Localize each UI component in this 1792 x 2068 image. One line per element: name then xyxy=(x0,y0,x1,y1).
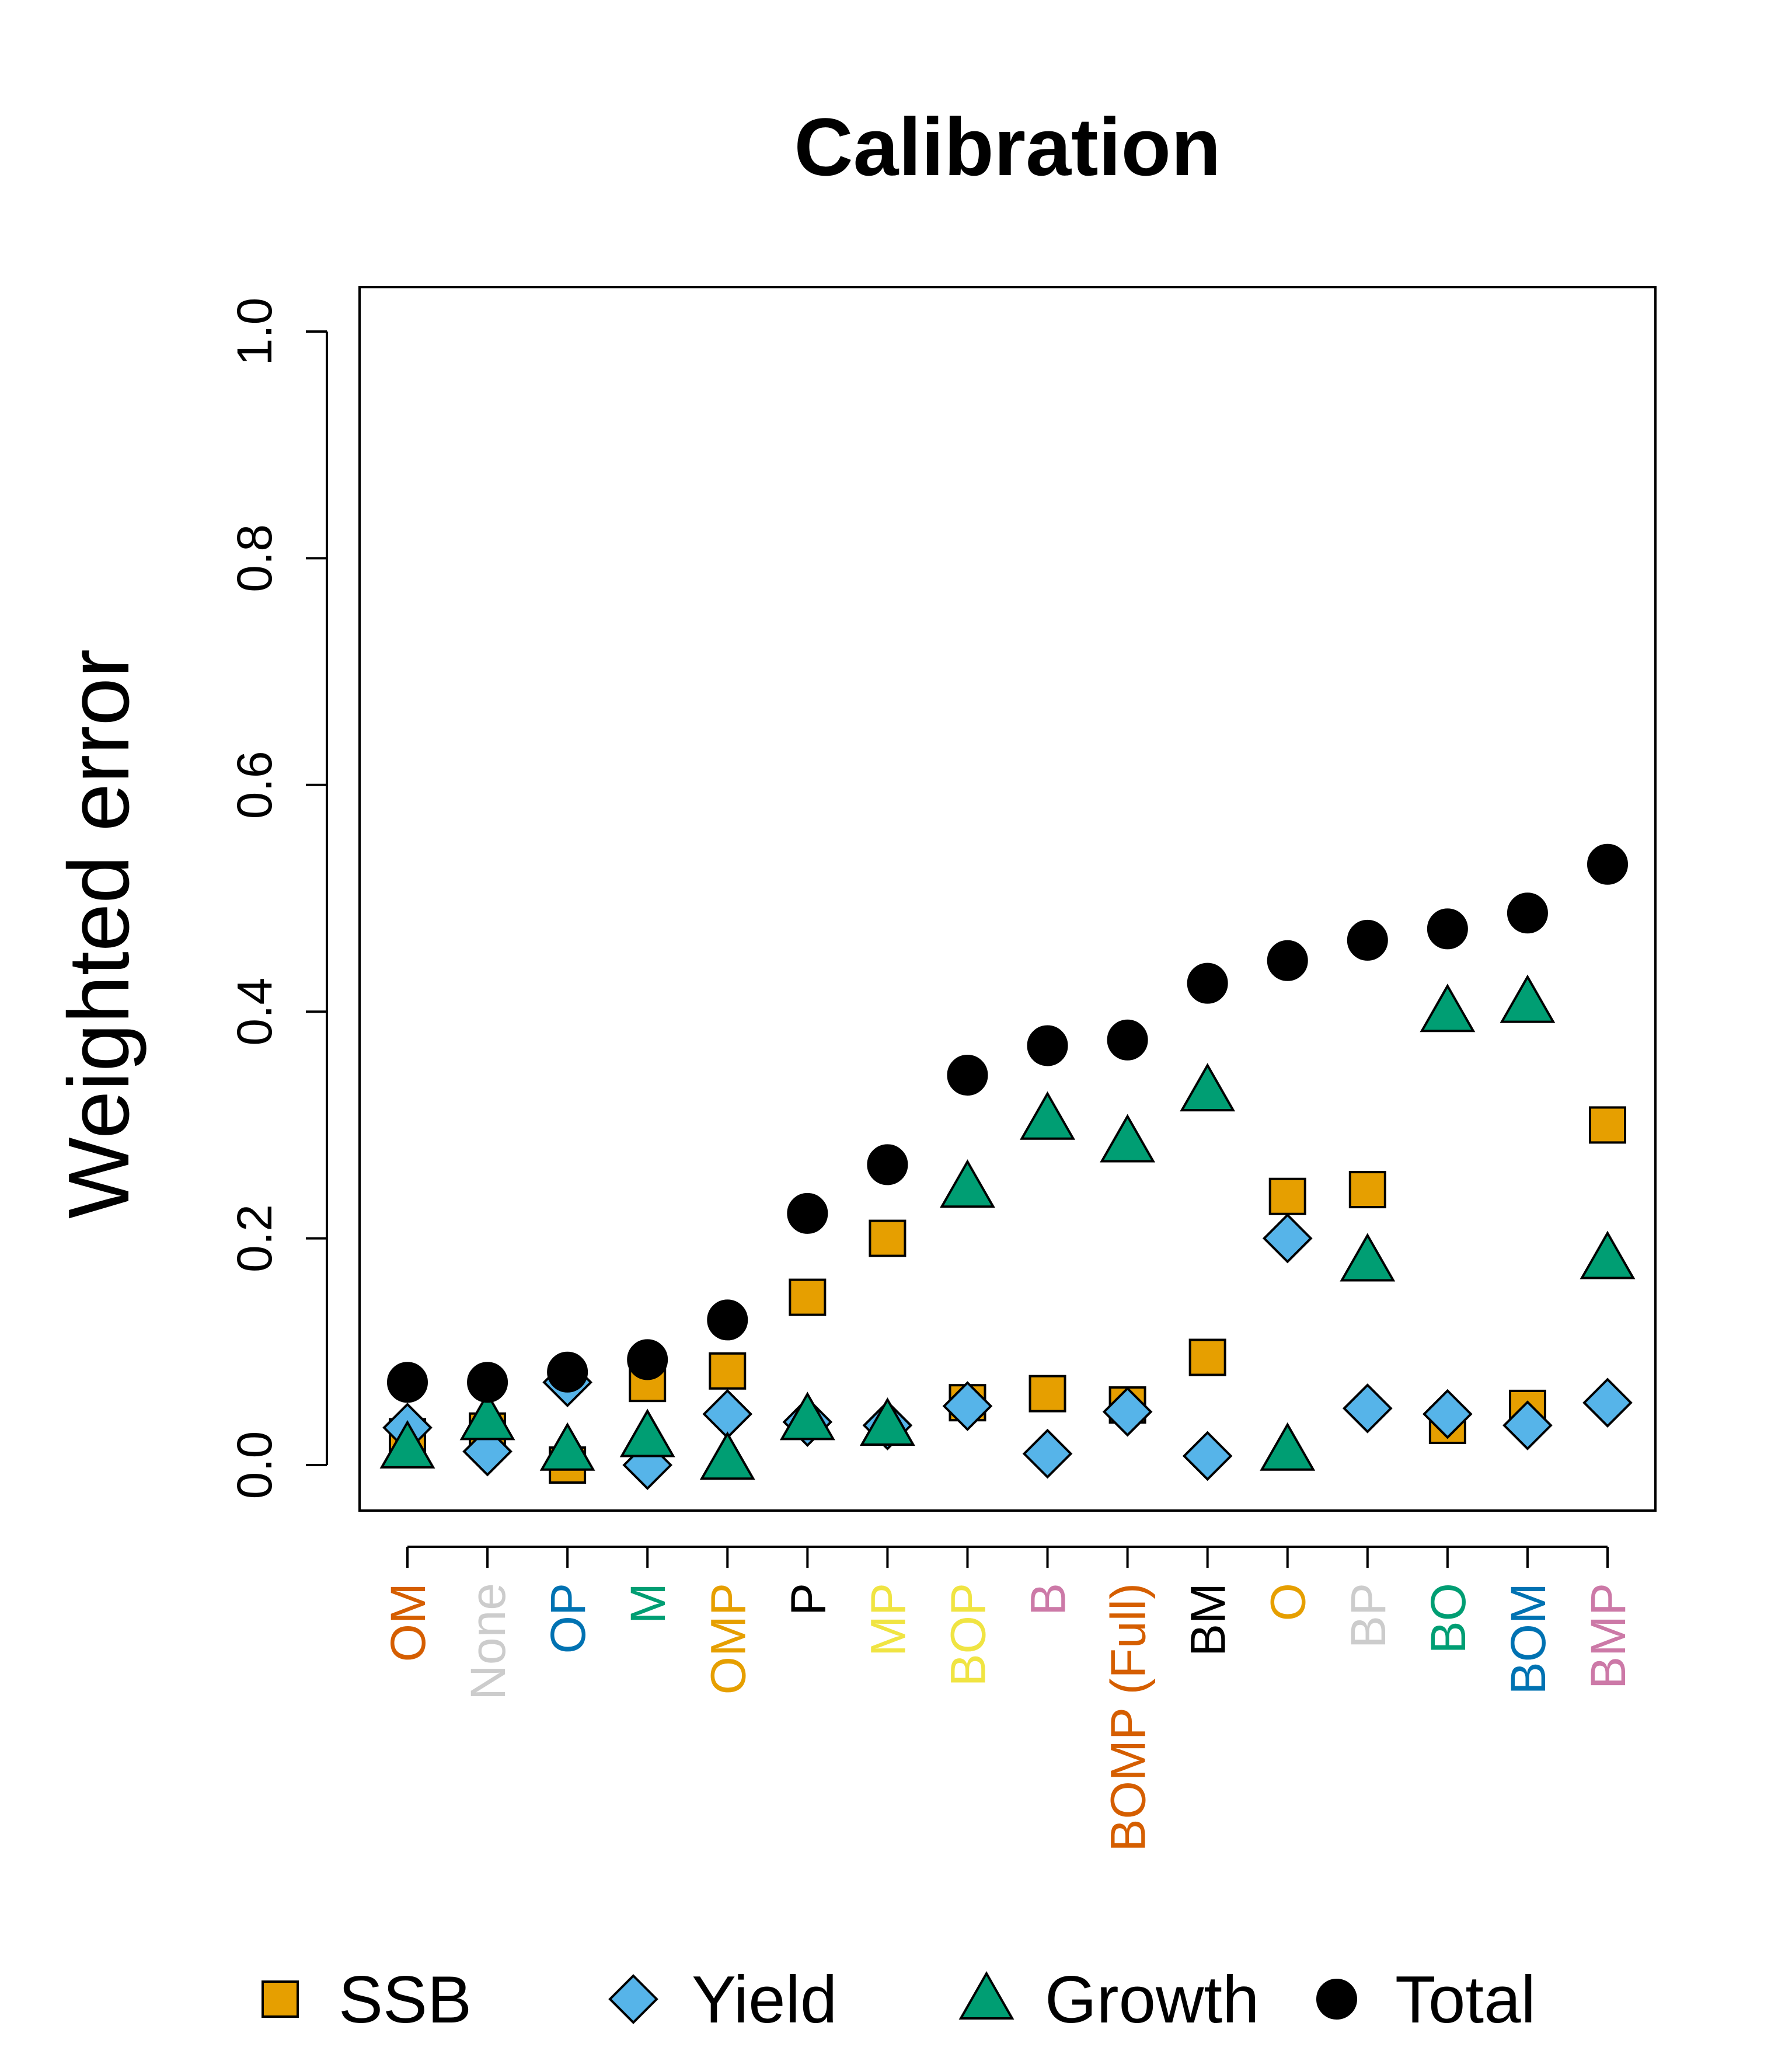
y-tick-label: 0.6 xyxy=(227,751,282,819)
total-point xyxy=(627,1339,668,1380)
legend-label: SSB xyxy=(339,1963,472,2037)
x-tick-label: OMP xyxy=(700,1583,755,1694)
plot-frame xyxy=(358,286,1657,1512)
growth-point xyxy=(940,1159,995,1208)
growth-point xyxy=(1260,1422,1316,1471)
yield-point xyxy=(1022,1428,1073,1479)
ssb-point xyxy=(709,1352,747,1390)
yield-point xyxy=(1502,1400,1553,1450)
growth-point xyxy=(699,1431,755,1480)
growth-point xyxy=(379,1420,435,1469)
x-tick-label: BOM xyxy=(1501,1583,1556,1694)
y-axis: 0.0 0.2 0.4 0.6 0.8 1.0 xyxy=(227,298,328,1499)
x-tick-label: BM xyxy=(1181,1583,1236,1657)
x-tick-label: BMP xyxy=(1581,1583,1636,1689)
ssb-point xyxy=(1188,1338,1226,1376)
x-tick-label: O xyxy=(1261,1583,1316,1621)
growth-point xyxy=(1180,1063,1236,1112)
chart-title: Calibration xyxy=(794,101,1221,193)
x-tick-label: BO xyxy=(1421,1583,1476,1654)
legend-item-ssb: SSB xyxy=(262,1963,472,2037)
total-point xyxy=(707,1299,748,1341)
x-tick-label: OM xyxy=(381,1583,435,1662)
legend-triangle-icon xyxy=(958,1971,1014,2020)
y-tick-label: 0.2 xyxy=(227,1204,282,1272)
yield-point xyxy=(1102,1386,1153,1437)
growth-point xyxy=(619,1408,675,1457)
growth-point xyxy=(1420,984,1476,1033)
ssb-point xyxy=(789,1278,827,1316)
growth-point xyxy=(1100,1114,1156,1163)
legend-square-icon xyxy=(262,1980,299,2018)
total-point xyxy=(387,1362,428,1403)
y-tick-label: 0.0 xyxy=(227,1431,282,1499)
growth-point xyxy=(1020,1091,1075,1140)
legend-label: Total xyxy=(1395,1963,1536,2037)
yield-point xyxy=(702,1389,753,1439)
total-point xyxy=(547,1351,588,1393)
yield-point xyxy=(1262,1213,1313,1264)
total-point xyxy=(947,1054,988,1096)
x-tick-label: B xyxy=(1021,1583,1076,1616)
legend-circle-icon xyxy=(1316,1979,1357,2020)
data-marks xyxy=(379,843,1636,1490)
y-tick-label: 0.4 xyxy=(227,978,282,1046)
y-tick-label: 1.0 xyxy=(227,298,282,366)
total-point xyxy=(467,1362,508,1403)
series-yield xyxy=(382,1213,1633,1490)
legend-diamond-icon xyxy=(608,1974,658,2024)
total-point xyxy=(1507,892,1548,934)
y-tick-label: 0.8 xyxy=(227,524,282,592)
ssb-point xyxy=(1348,1171,1386,1209)
total-point xyxy=(1267,940,1308,981)
legend-item-growth: Growth xyxy=(958,1963,1259,2037)
total-point xyxy=(1427,908,1468,950)
x-tick-label: BOP xyxy=(940,1583,995,1686)
total-point xyxy=(1107,1019,1148,1061)
total-point xyxy=(1187,962,1228,1004)
x-tick-label: BP xyxy=(1341,1583,1396,1648)
yield-point xyxy=(1582,1377,1633,1428)
legend-item-yield: Yield xyxy=(608,1963,837,2037)
legend-item-total: Total xyxy=(1316,1963,1536,2037)
total-point xyxy=(1587,843,1628,885)
series-growth xyxy=(379,974,1636,1480)
yield-point xyxy=(942,1381,993,1431)
growth-point xyxy=(859,1397,915,1446)
x-tick-label: MP xyxy=(860,1583,915,1657)
ssb-point xyxy=(1268,1177,1306,1215)
yield-point xyxy=(1342,1383,1393,1434)
growth-point xyxy=(779,1392,835,1441)
legend: SSB Yield Growth Total xyxy=(262,1963,1536,2037)
yield-point xyxy=(1182,1431,1233,1481)
growth-point xyxy=(539,1422,595,1471)
x-axis: OM None OP M OMP P MP BOP B BOMP (Full) BM O BP BO BOM… xyxy=(381,1546,1636,1851)
total-point xyxy=(787,1192,828,1234)
ssb-point xyxy=(1029,1375,1066,1413)
growth-point xyxy=(459,1392,515,1441)
series-total xyxy=(387,843,1628,1403)
growth-point xyxy=(1580,1230,1636,1279)
growth-point xyxy=(1340,1233,1396,1282)
ssb-point xyxy=(869,1219,907,1257)
total-point xyxy=(1347,919,1388,961)
yield-point xyxy=(1423,1389,1473,1439)
total-point xyxy=(867,1144,908,1185)
x-tick-label: None xyxy=(461,1583,515,1700)
legend-label: Growth xyxy=(1045,1963,1259,2037)
x-tick-label: OP xyxy=(541,1583,595,1654)
total-point xyxy=(1027,1025,1068,1066)
ssb-point xyxy=(1589,1106,1626,1144)
x-tick-label: BOMP (Full) xyxy=(1101,1583,1156,1851)
legend-label: Yield xyxy=(692,1963,837,2037)
x-tick-label: P xyxy=(780,1583,835,1616)
x-tick-label: M xyxy=(620,1583,675,1624)
growth-point xyxy=(1500,974,1556,1023)
y-axis-label: Weighted error xyxy=(51,649,147,1219)
